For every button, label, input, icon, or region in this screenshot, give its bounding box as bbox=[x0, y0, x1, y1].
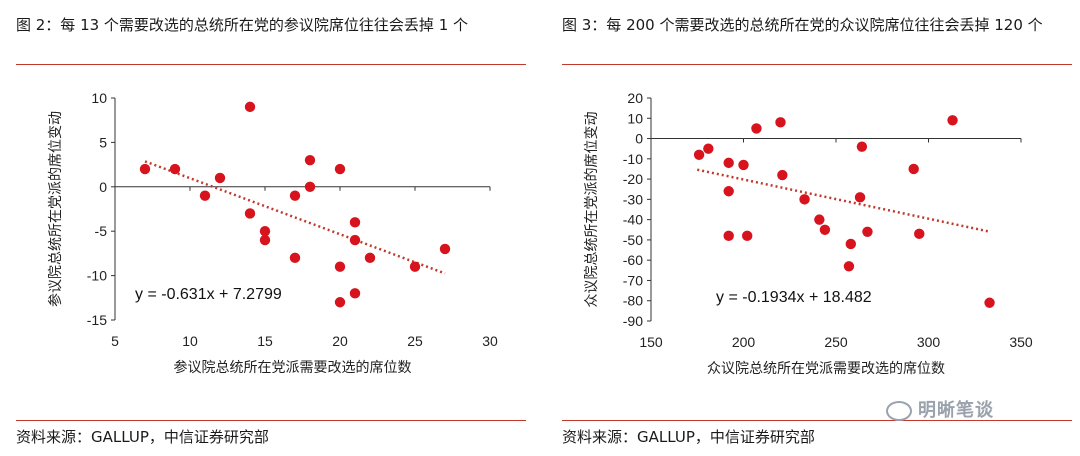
y-tick-label: 0 bbox=[635, 131, 643, 147]
x-axis-label: 众议院总统所在党派需要改选的席位数 bbox=[707, 361, 945, 377]
y-axis-label: 参议院总统所在党派的席位变动 bbox=[47, 111, 64, 307]
data-point bbox=[703, 143, 714, 154]
senate-chart-title: 图 2：每 13 个需要改选的总统所在党的参议院席位往往会丢掉 1 个 bbox=[16, 16, 469, 34]
y-tick-label: -80 bbox=[623, 293, 643, 309]
data-point bbox=[304, 154, 316, 166]
data-point bbox=[349, 217, 361, 228]
house-scatter-chart: 20 10 0 -10 -20 -30 -40 -50 -60 -70 -80 -90 150 200 25… bbox=[584, 90, 1033, 377]
data-point bbox=[819, 224, 831, 235]
y-tick-label: 10 bbox=[627, 110, 643, 126]
y-tick-label: -50 bbox=[623, 232, 643, 248]
y-tick-label: -60 bbox=[623, 252, 643, 268]
y-axis-label: 众议院总统所在党派的席位变动 bbox=[584, 112, 600, 308]
data-point bbox=[723, 186, 734, 197]
y-tick-label: -5 bbox=[95, 223, 108, 239]
data-point bbox=[723, 157, 734, 169]
data-point bbox=[856, 141, 868, 152]
data-point bbox=[439, 243, 451, 255]
data-point bbox=[334, 261, 346, 272]
data-point bbox=[244, 101, 256, 113]
title-divider bbox=[562, 64, 1072, 65]
watermark-text: 明晰笔谈 bbox=[918, 400, 994, 421]
data-point bbox=[289, 190, 301, 201]
trendline bbox=[696, 168, 990, 233]
data-point bbox=[409, 261, 421, 272]
y-tick-label: 10 bbox=[91, 90, 107, 106]
y-tick-label: -90 bbox=[623, 313, 643, 329]
data-point bbox=[139, 163, 151, 175]
trend-equation: y = -0.631x + 7.2799 bbox=[135, 286, 282, 303]
data-point bbox=[364, 252, 376, 264]
x-tick-label: 5 bbox=[111, 333, 119, 349]
data-point bbox=[349, 288, 361, 299]
data-point bbox=[693, 149, 705, 160]
y-tick-label: -10 bbox=[623, 151, 643, 167]
data-point bbox=[334, 163, 346, 175]
senate-source-note: 资料来源：GALLUP，中信证券研究部 bbox=[16, 428, 269, 446]
data-point bbox=[843, 261, 855, 272]
data-point bbox=[751, 123, 762, 134]
data-point bbox=[854, 192, 866, 203]
x-tick-label: 25 bbox=[407, 333, 423, 349]
data-point bbox=[289, 252, 301, 264]
data-point bbox=[742, 230, 753, 242]
house-panel: 图 3：每 200 个需要改选的总统所在党的众议院席位往往会丢掉 120 个 2… bbox=[556, 0, 1076, 456]
data-point bbox=[214, 172, 226, 184]
wechat-icon bbox=[886, 401, 912, 421]
y-tick-label: 0 bbox=[99, 179, 107, 195]
y-tick-label: -10 bbox=[87, 268, 107, 284]
data-point bbox=[947, 115, 958, 126]
x-tick-label: 200 bbox=[732, 334, 756, 350]
x-axis-label: 参议院总统所在党派需要改选的席位数 bbox=[174, 359, 412, 376]
house-chart-title: 图 3：每 200 个需要改选的总统所在党的众议院席位往往会丢掉 120 个 bbox=[562, 16, 1043, 34]
y-tick-label: -40 bbox=[623, 212, 643, 228]
data-point bbox=[845, 238, 856, 250]
senate-panel: 图 2：每 13 个需要改选的总统所在党的参议院席位往往会丢掉 1 个 10 5 0… bbox=[10, 0, 530, 456]
source-divider bbox=[16, 420, 526, 421]
data-point bbox=[169, 163, 181, 175]
data-point bbox=[914, 228, 925, 240]
data-point bbox=[304, 181, 316, 192]
y-tick-label: -30 bbox=[623, 191, 643, 207]
y-tick-label: -15 bbox=[87, 312, 107, 328]
data-point bbox=[862, 226, 873, 237]
data-point bbox=[259, 226, 271, 237]
source-divider bbox=[562, 420, 1072, 421]
data-point bbox=[814, 214, 825, 225]
trendline bbox=[144, 160, 446, 275]
data-point bbox=[723, 230, 734, 242]
y-tick-label: -20 bbox=[623, 171, 643, 187]
data-point bbox=[908, 163, 919, 175]
trend-equation: y = -0.1934x + 18.482 bbox=[716, 289, 872, 306]
x-tick-label: 30 bbox=[482, 333, 498, 349]
data-point bbox=[775, 117, 786, 128]
y-tick-label: -70 bbox=[623, 272, 643, 288]
x-tick-label: 350 bbox=[1009, 334, 1033, 350]
data-point bbox=[259, 234, 271, 246]
wechat-watermark: 明晰笔谈 bbox=[886, 396, 994, 422]
x-tick-label: 20 bbox=[332, 333, 348, 349]
house-source-note: 资料来源：GALLUP，中信证券研究部 bbox=[562, 428, 815, 446]
data-point bbox=[799, 194, 810, 205]
y-tick-label: 5 bbox=[99, 134, 107, 150]
x-tick-label: 10 bbox=[182, 333, 198, 349]
x-tick-label: 15 bbox=[257, 333, 273, 349]
x-tick-label: 150 bbox=[639, 334, 663, 350]
data-point bbox=[244, 208, 256, 219]
y-tick-label: 20 bbox=[627, 90, 643, 106]
title-divider bbox=[16, 64, 526, 65]
data-point bbox=[738, 159, 749, 171]
x-tick-label: 250 bbox=[824, 334, 848, 350]
data-point bbox=[349, 234, 361, 246]
data-point bbox=[334, 297, 346, 308]
x-tick-label: 300 bbox=[917, 334, 941, 350]
data-point bbox=[777, 169, 788, 181]
data-point bbox=[984, 297, 995, 308]
data-point bbox=[199, 190, 211, 201]
